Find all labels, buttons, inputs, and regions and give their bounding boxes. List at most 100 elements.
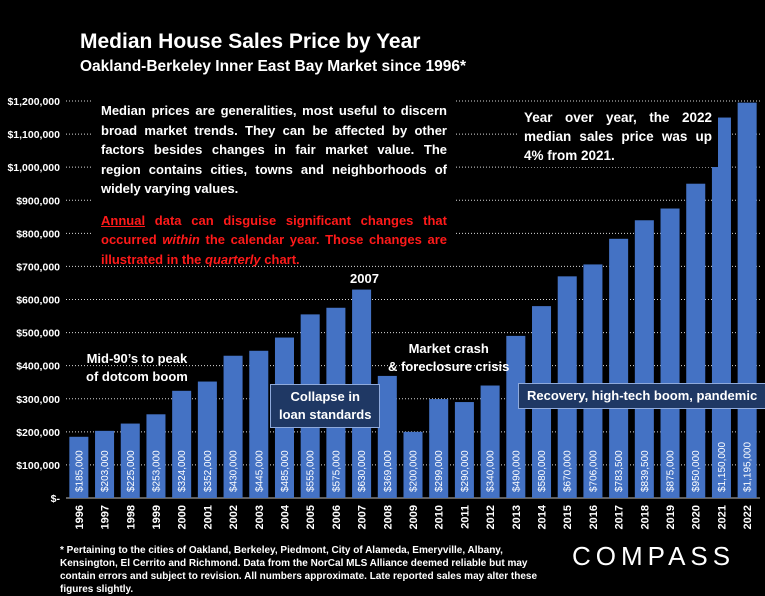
annotation-recovery: Recovery, high-tech boom, pandemic [518,383,765,409]
annotation-crash: Market crash & foreclosure crisis [388,340,509,376]
x-tick-label: 2013 [511,505,523,529]
bar-value-label: $580,000 [537,450,548,492]
market-note: Median prices are generalities, most use… [93,98,455,267]
x-tick-label: 2012 [485,505,497,529]
y-tick-label: $600,000 [16,295,60,307]
bar [609,238,629,498]
x-tick-label: 1997 [100,505,112,529]
x-tick-label: 2020 [691,505,703,529]
note-quarterly: quarterly [205,251,261,267]
x-tick-label: 2011 [459,505,471,529]
y-tick-label: $700,000 [16,261,60,273]
bar [660,208,680,499]
bar-value-label: $783,500 [614,450,625,492]
x-tick-label: 2019 [665,505,677,529]
x-tick-label: 1999 [151,505,163,529]
y-tick-label: $200,000 [16,427,60,439]
annotation-dotcom-line2: of dotcom boom [86,369,188,384]
bar-value-label: $706,000 [588,450,599,492]
bar [711,117,731,499]
bar [249,350,269,498]
bar-value-label: $203,000 [100,450,111,492]
x-tick-label: 2022 [742,505,754,529]
x-tick-label: 2016 [588,505,600,529]
annotation-dotcom-line1: Mid-90’s to peak [86,351,188,366]
bar [120,423,140,498]
annotation-collapse-line2: loan standards [279,407,372,422]
bar-value-label: $290,000 [460,450,471,492]
bar [583,264,603,498]
note-part3: chart. [260,251,300,267]
y-tick-label: $- [51,493,61,505]
bar-value-label: $630,000 [357,450,368,492]
bar-value-label: $340,000 [486,450,497,492]
x-tick-label: 1998 [125,505,137,529]
note-annual: Annual [101,212,146,228]
annotation-collapse: Collapse in loan standards [270,384,381,428]
bar-value-label: $485,000 [280,450,291,492]
x-tick-label: 2004 [279,504,291,529]
note-general: Median prices are generalities, most use… [101,103,447,196]
bar-value-label: $490,000 [511,450,522,492]
bar [480,385,500,498]
x-tick-label: 2005 [305,505,317,529]
bar-value-label: $875,000 [666,450,677,492]
y-tick-label: $300,000 [16,394,60,406]
y-tick-label: $100,000 [16,460,60,472]
bar [95,430,115,498]
y-tick-label: $1,000,000 [7,162,60,174]
yoy-note: Year over year, the 2022 median sales pr… [518,106,718,167]
bar-value-label: $1,150,000 [717,442,728,492]
y-tick-label: $800,000 [16,228,60,240]
annotation-crash-line1: Market crash [408,341,489,356]
bar [686,183,706,499]
footnote: * Pertaining to the cities of Oakland, B… [60,545,538,595]
x-tick-label: 2007 [357,505,369,529]
x-tick-label: 2006 [331,505,343,529]
bar [172,390,192,498]
note-part1: data can disguise significant changes th… [101,212,447,248]
bar-value-label: $352,000 [203,450,214,492]
y-tick-label: $400,000 [16,361,60,373]
annotation-dotcom: Mid-90’s to peak of dotcom boom [86,350,188,386]
x-tick-label: 2002 [228,505,240,529]
y-tick-label: $500,000 [16,328,60,340]
x-tick-label: 2008 [382,505,394,529]
bar-value-label: $1,195,000 [743,442,754,492]
x-tick-label: 2009 [408,505,420,529]
bar [634,220,654,498]
y-tick-label: $1,200,000 [7,96,60,108]
x-tick-label: 2015 [562,505,574,529]
bar-value-label: $445,000 [254,450,265,492]
bar-value-label: $253,000 [151,450,162,492]
bar-value-label: $324,000 [177,450,188,492]
x-tick-label: 2000 [177,505,189,529]
bar-value-label: $575,000 [331,450,342,492]
x-tick-label: 2017 [614,505,626,529]
chart-title: Median House Sales Price by Year [80,30,421,53]
x-tick-label: 2014 [537,504,549,529]
bar [377,375,397,498]
bar-value-label: $555,000 [306,450,317,492]
bar [69,436,89,498]
bar-value-label: $225,000 [126,450,137,492]
bar-value-label: $670,000 [563,450,574,492]
y-tick-label: $1,100,000 [7,129,60,141]
bar-value-label: $200,000 [409,450,420,492]
bar-value-label: $185,000 [74,450,85,492]
x-tick-label: 2021 [716,505,728,529]
bar [197,381,217,498]
note-annual-warning: Annual data can disguise significant cha… [101,211,447,270]
annotation-crash-line2: & foreclosure crisis [388,359,510,374]
bar [506,335,526,498]
annotation-2007-peak: 2007 [350,271,379,286]
bar-value-label: $369,000 [383,450,394,492]
bar [454,402,474,498]
bar [223,355,243,498]
x-tick-label: 2010 [434,505,446,529]
bar [403,431,423,498]
x-tick-label: 2003 [254,505,266,529]
y-tick-label: $900,000 [16,195,60,207]
